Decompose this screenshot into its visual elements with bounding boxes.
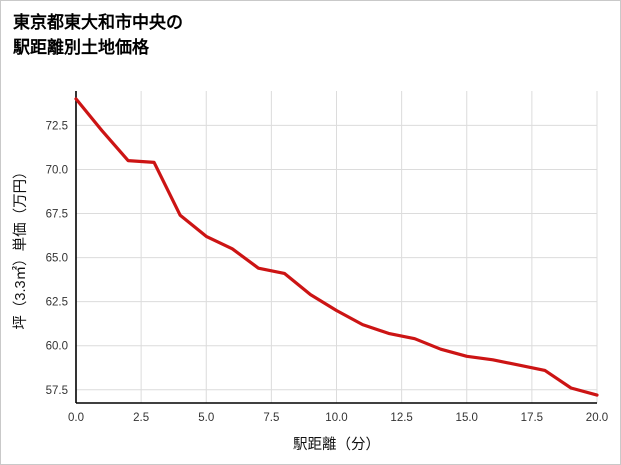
gridlines xyxy=(76,91,598,404)
x-tick-label: 20.0 xyxy=(586,412,608,424)
x-tick-label: 0.0 xyxy=(68,412,84,424)
x-tick-label: 12.5 xyxy=(390,412,412,424)
x-axis-label: 駅距離（分） xyxy=(293,435,380,453)
y-tick-label: 65.0 xyxy=(46,253,68,265)
y-tick-label: 60.0 xyxy=(46,341,68,353)
y-tick-label: 70.0 xyxy=(46,165,68,177)
y-tick-label: 72.5 xyxy=(46,121,68,133)
chart-title-line1: 東京都東大和市中央の xyxy=(13,13,183,32)
x-tick-label: 2.5 xyxy=(133,412,149,424)
price-line xyxy=(74,97,599,397)
x-tick-label: 7.5 xyxy=(263,412,279,424)
chart-title-line2: 駅距離別土地価格 xyxy=(13,37,149,57)
y-tick-label: 62.5 xyxy=(46,297,68,309)
y-tick-label: 67.5 xyxy=(46,209,68,221)
chart-svg: 0.0 2.5 5.0 7.5 10.0 12.5 15.0 17.5 20.0 57.5 60.0… xyxy=(12,91,608,453)
chart-title: 東京都東大和市中央の 駅距離別土地価格 xyxy=(1,1,620,64)
y-tick-label: 57.5 xyxy=(46,385,68,397)
x-tick-label: 5.0 xyxy=(198,412,214,424)
x-tick-label: 17.5 xyxy=(521,412,543,424)
y-axis-label: 坪（3.3㎡）単価（万円） xyxy=(12,165,29,330)
x-tick-label: 10.0 xyxy=(325,412,347,424)
x-tick-label: 15.0 xyxy=(456,412,478,424)
